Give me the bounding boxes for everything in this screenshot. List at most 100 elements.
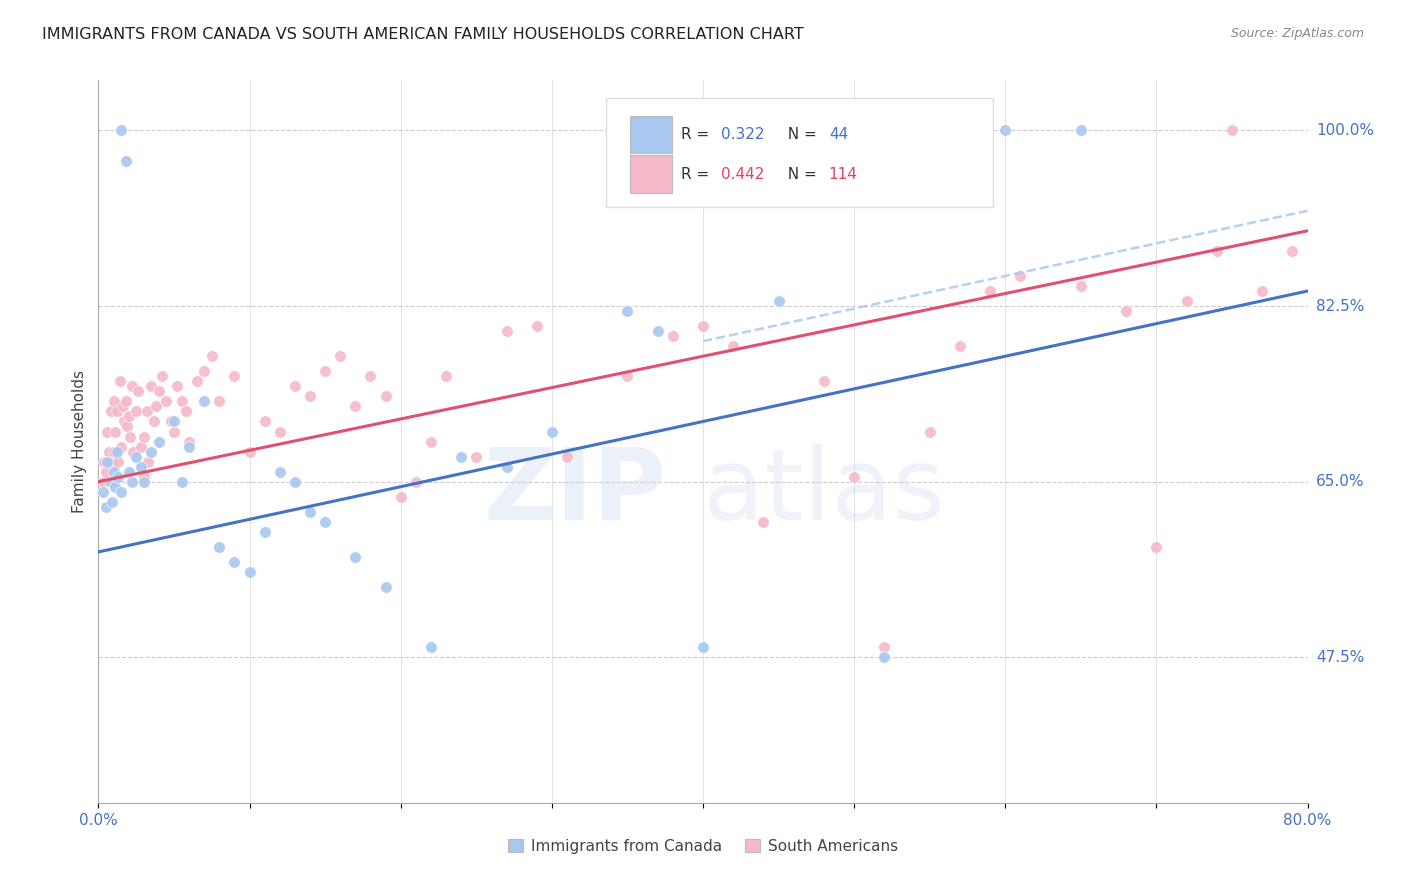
Point <box>101 455 124 469</box>
Point <box>555 450 578 464</box>
Point <box>450 450 472 464</box>
Point <box>1070 279 1092 293</box>
Point <box>148 384 170 399</box>
Point <box>239 444 262 458</box>
Point <box>1220 123 1243 137</box>
Point <box>150 369 173 384</box>
Point <box>344 549 367 564</box>
Point <box>135 404 157 418</box>
Point <box>107 455 129 469</box>
Point <box>107 469 129 483</box>
Point <box>111 400 134 414</box>
Point <box>118 465 141 479</box>
Point <box>148 434 170 449</box>
Point <box>110 123 132 137</box>
Point <box>114 153 136 168</box>
Point <box>155 394 177 409</box>
Point <box>141 444 163 458</box>
Text: R =: R = <box>682 167 714 182</box>
Point <box>104 480 127 494</box>
Point <box>374 580 396 594</box>
Point <box>93 455 115 469</box>
Point <box>284 379 307 393</box>
Point <box>120 429 142 443</box>
Point <box>329 349 352 363</box>
Point <box>873 650 896 665</box>
Text: 47.5%: 47.5% <box>1316 649 1364 665</box>
Point <box>616 369 638 384</box>
Point <box>112 414 135 429</box>
Point <box>465 450 488 464</box>
Point <box>96 425 118 439</box>
Point <box>420 434 443 449</box>
Point <box>163 414 186 429</box>
Point <box>420 640 443 655</box>
Point <box>239 565 262 579</box>
Point <box>132 469 155 483</box>
Text: 80.0%: 80.0% <box>1284 813 1331 828</box>
Text: Source: ZipAtlas.com: Source: ZipAtlas.com <box>1230 27 1364 40</box>
Point <box>314 364 336 378</box>
Text: 0.322: 0.322 <box>721 127 765 142</box>
Point <box>1312 169 1334 183</box>
Text: 82.5%: 82.5% <box>1316 299 1364 314</box>
Point <box>949 339 972 353</box>
Point <box>193 394 215 409</box>
Point <box>284 475 307 489</box>
Point <box>104 425 127 439</box>
Point <box>110 440 132 454</box>
Point <box>145 400 167 414</box>
Point <box>374 389 396 403</box>
Point <box>1115 304 1137 318</box>
Legend: Immigrants from Canada, South Americans: Immigrants from Canada, South Americans <box>502 833 904 860</box>
Point <box>661 329 683 343</box>
Point <box>122 444 145 458</box>
Point <box>127 384 149 399</box>
Point <box>752 515 775 529</box>
Point <box>103 465 125 479</box>
Point <box>1010 268 1032 283</box>
Point <box>179 440 201 454</box>
FancyBboxPatch shape <box>606 98 993 207</box>
Point <box>101 494 124 508</box>
Point <box>647 324 669 338</box>
Point <box>979 284 1001 298</box>
Point <box>434 369 457 384</box>
Point <box>1175 294 1198 309</box>
Text: 0.0%: 0.0% <box>79 813 118 828</box>
Point <box>269 425 291 439</box>
Point <box>166 379 188 393</box>
Point <box>269 465 291 479</box>
Text: ZIP: ZIP <box>484 443 666 541</box>
Point <box>253 524 276 539</box>
Point <box>314 515 336 529</box>
Point <box>723 339 745 353</box>
Point <box>208 540 231 554</box>
Point <box>1206 244 1229 258</box>
Point <box>91 484 114 499</box>
Point <box>132 429 155 443</box>
Point <box>1402 123 1406 137</box>
Point <box>121 379 143 393</box>
Point <box>1251 284 1274 298</box>
Text: 65.0%: 65.0% <box>1316 475 1364 489</box>
Text: atlas: atlas <box>703 443 945 541</box>
Point <box>405 475 427 489</box>
Point <box>98 444 121 458</box>
Point <box>91 475 114 489</box>
Point <box>193 364 215 378</box>
Point <box>208 394 231 409</box>
Point <box>132 475 155 489</box>
Text: 44: 44 <box>828 127 848 142</box>
Point <box>389 490 412 504</box>
Point <box>768 294 790 309</box>
Point <box>143 414 166 429</box>
Point <box>299 505 322 519</box>
Point <box>186 375 208 389</box>
FancyBboxPatch shape <box>630 155 672 193</box>
Point <box>994 123 1017 137</box>
Point <box>873 640 896 655</box>
Point <box>844 469 866 483</box>
Point <box>1070 123 1092 137</box>
Text: IMMIGRANTS FROM CANADA VS SOUTH AMERICAN FAMILY HOUSEHOLDS CORRELATION CHART: IMMIGRANTS FROM CANADA VS SOUTH AMERICAN… <box>42 27 804 42</box>
